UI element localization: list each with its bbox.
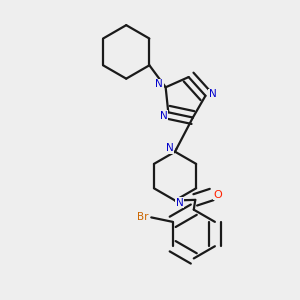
Text: N: N — [166, 143, 174, 153]
Text: N: N — [176, 198, 183, 208]
Text: Br: Br — [137, 212, 149, 222]
Text: N: N — [160, 111, 168, 121]
Text: O: O — [213, 190, 222, 200]
Text: N: N — [209, 89, 217, 99]
Text: N: N — [155, 79, 163, 89]
